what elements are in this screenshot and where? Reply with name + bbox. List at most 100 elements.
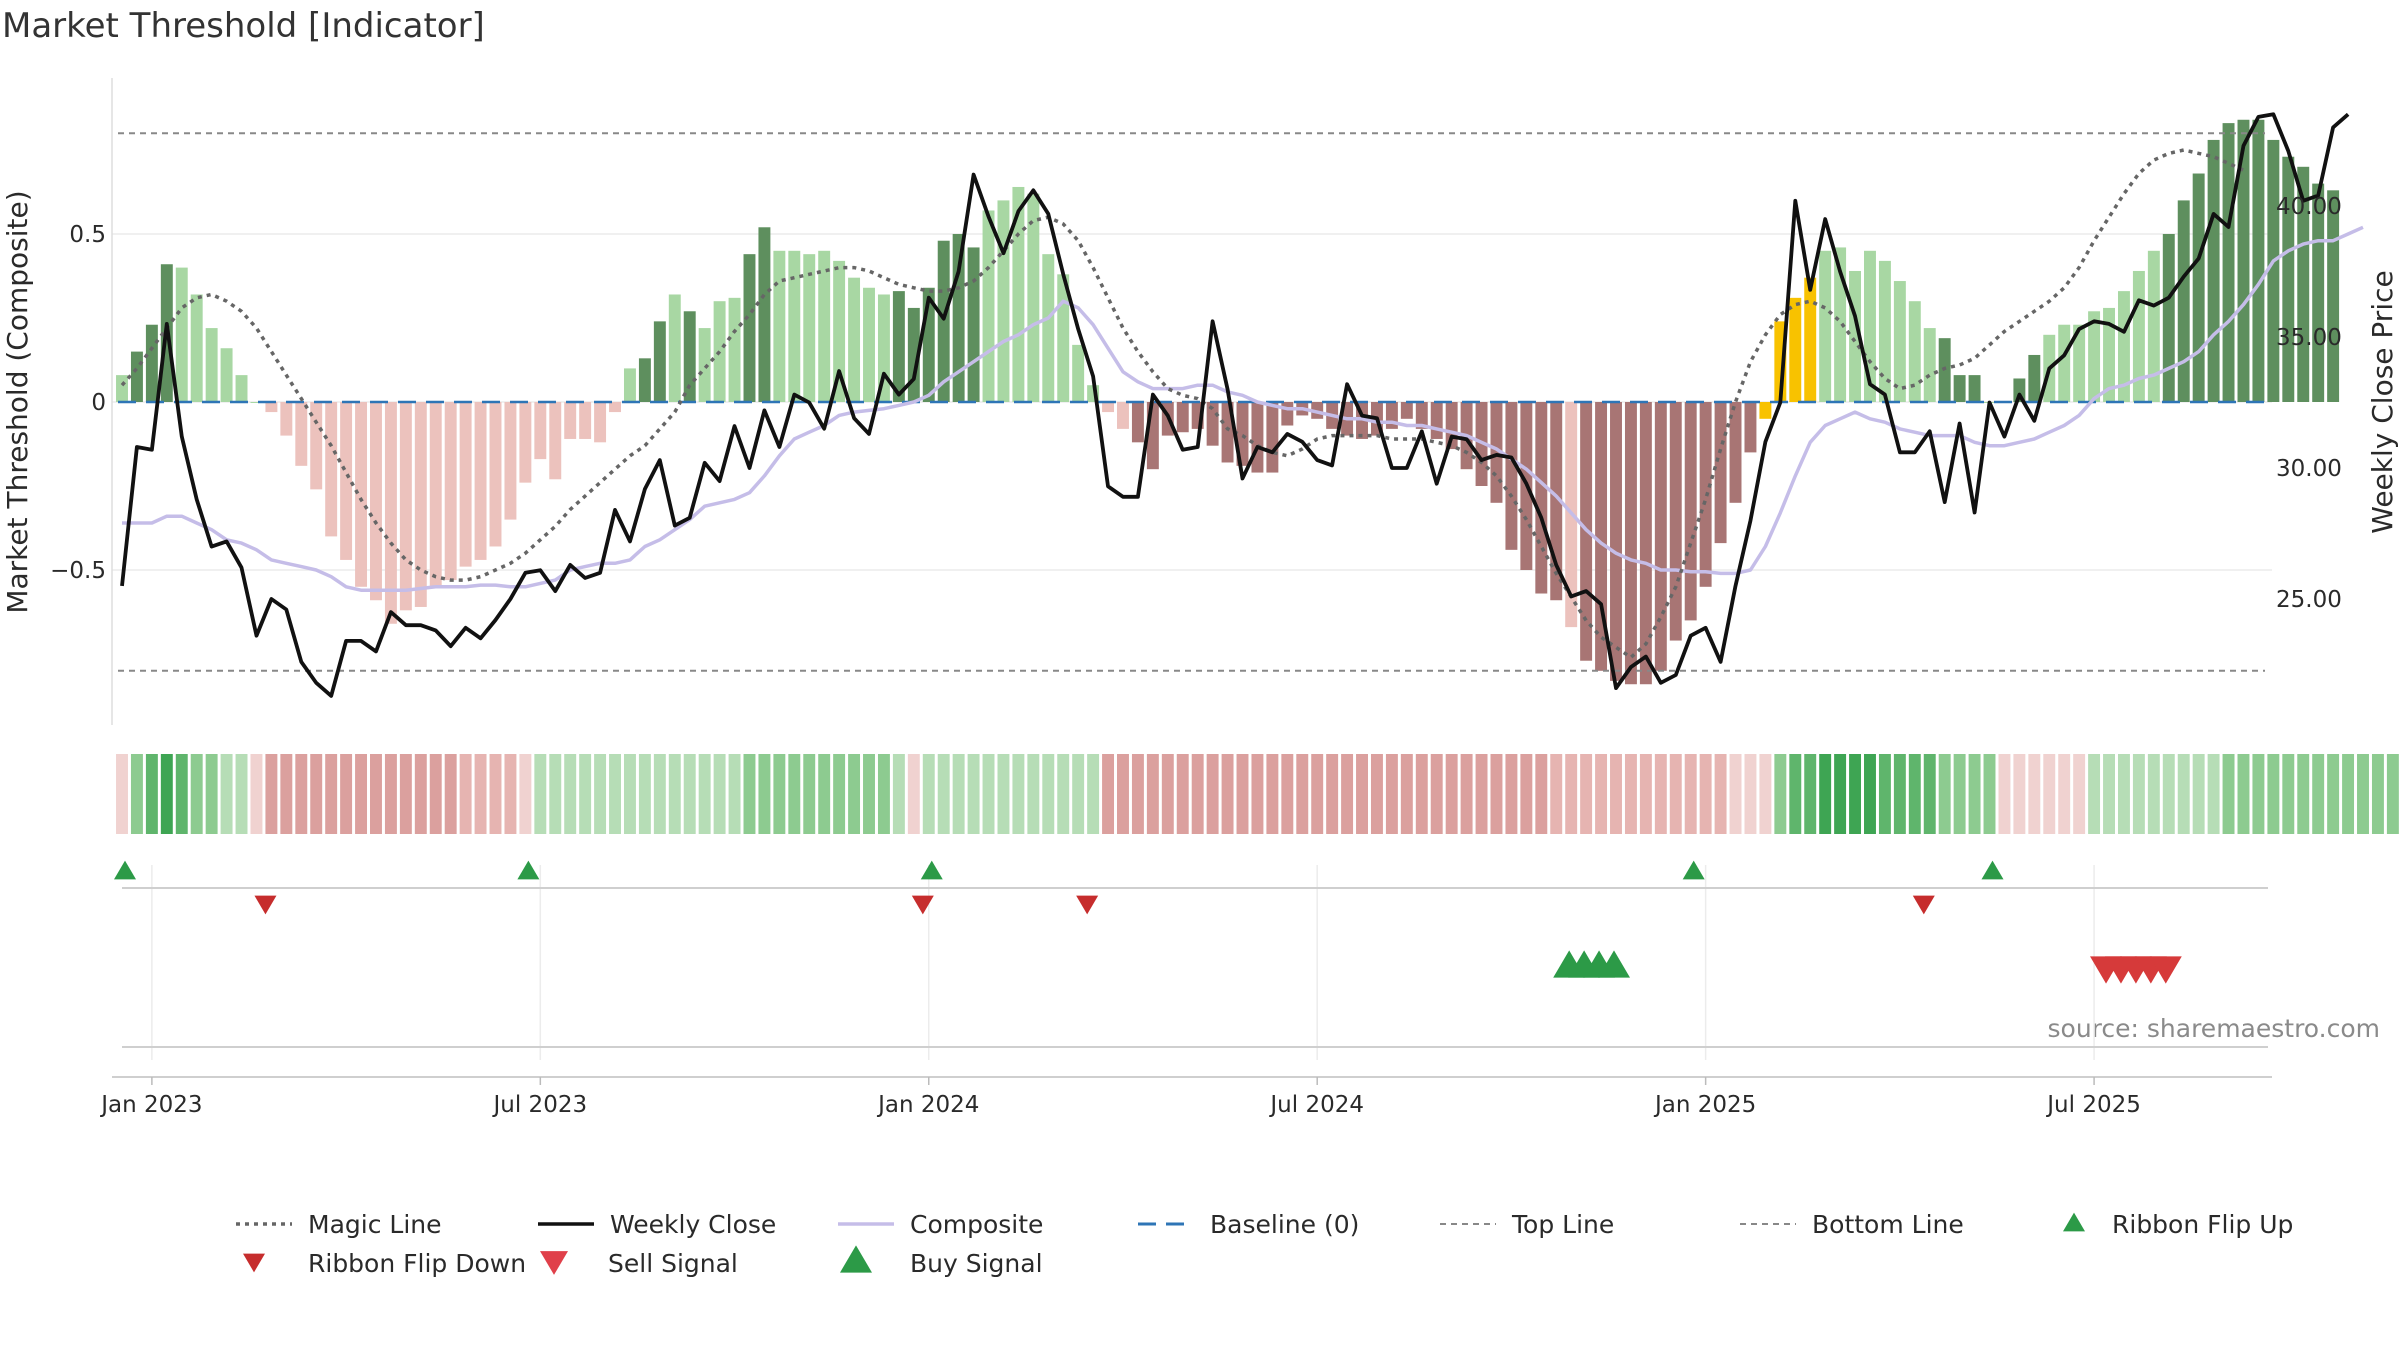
composite-bar: [2058, 324, 2071, 402]
legend-label: Ribbon Flip Down: [308, 1249, 526, 1278]
composite-bar: [1550, 402, 1563, 601]
magic-line: [120, 148, 2245, 660]
ribbon-cell: [1296, 754, 1309, 834]
ribbon-cell: [1266, 754, 1279, 834]
ribbon-cell: [310, 754, 323, 834]
ribbon-cell: [2207, 754, 2220, 834]
ribbon-cell: [1087, 754, 1100, 834]
ribbon-cell: [1161, 754, 1174, 834]
ribbon-cell: [295, 754, 308, 834]
y-left-tick-label: 0: [91, 390, 106, 416]
ribbon-cell: [1744, 754, 1757, 834]
ribbon-cell: [564, 754, 577, 834]
ribbon-cell: [1849, 754, 1862, 834]
composite-bar: [1968, 375, 1981, 402]
ribbon-cell: [1535, 754, 1548, 834]
composite-bar: [818, 250, 831, 402]
composite-bar: [2013, 378, 2026, 402]
ribbon-cell: [429, 754, 442, 834]
ribbon-cell: [160, 754, 173, 834]
ribbon-cell: [892, 754, 905, 834]
composite-bar: [2162, 234, 2175, 402]
composite-bar: [937, 240, 950, 402]
y-right-axis-title: Weekly Close Price: [2366, 270, 2399, 533]
ribbon-cell: [2297, 754, 2310, 834]
ribbon-cell: [1565, 754, 1578, 834]
composite-bar: [1012, 186, 1025, 402]
legend-swatch: [840, 1245, 872, 1273]
composite-bar: [2073, 324, 2086, 402]
ribbon-cell: [638, 754, 651, 834]
composite-bar: [2207, 139, 2220, 403]
axes-layer: 0.5 0 −0.5 40.00 35.00 30.00 25.00 Jan 2023 Jul …: [1, 78, 2399, 1118]
ribbon-cell: [1729, 754, 1742, 834]
ribbon-cell: [1759, 754, 1772, 834]
legend-label: Buy Signal: [910, 1249, 1043, 1278]
ribbon-cell: [1505, 754, 1518, 834]
ribbon-cell: [1490, 754, 1503, 834]
composite-bar: [220, 348, 233, 402]
ribbon-cell: [907, 754, 920, 834]
ribbon-cell: [1251, 754, 1264, 834]
composite-bar: [2177, 200, 2190, 402]
composite-bar: [922, 287, 935, 402]
ribbon-cell: [1699, 754, 1712, 834]
ribbon-cell: [1356, 754, 1368, 834]
ribbon-cell: [1878, 754, 1891, 834]
ribbon-cell: [145, 754, 158, 834]
ribbon-cell: [1475, 754, 1488, 834]
ribbon-cell: [1415, 754, 1428, 834]
ribbon-cell: [250, 754, 263, 834]
ribbon-cell: [1520, 754, 1533, 834]
legend-label: Bottom Line: [1812, 1210, 1964, 1239]
composite-bar: [638, 358, 651, 402]
legend-item: Top Line: [1440, 1210, 1614, 1239]
composite-bar: [1804, 277, 1817, 402]
composite-bar: [295, 402, 308, 466]
ribbon-cell: [190, 754, 203, 834]
legend-item: Composite: [838, 1210, 1043, 1239]
composite-bar: [1789, 297, 1802, 402]
ribbon-cell: [2058, 754, 2071, 834]
ribbon-cell: [653, 754, 666, 834]
composite-bar: [384, 402, 397, 624]
composite-bar: [116, 375, 128, 402]
ribbon-cell: [1370, 754, 1383, 834]
ribbon-cell: [2357, 754, 2369, 834]
y-right-tick-label: 25.00: [2276, 587, 2342, 613]
buy-signal-marker: [1598, 950, 1630, 978]
composite-bar: [1087, 385, 1100, 402]
source-credit: source: sharemaestro.com: [2047, 1014, 2381, 1043]
composite-bar: [623, 368, 636, 402]
ribbon-cell: [698, 754, 711, 834]
composite-bar: [579, 402, 592, 439]
composite-bar: [399, 402, 412, 611]
composite-bar: [1385, 402, 1398, 429]
ribbon-cell: [2252, 754, 2265, 834]
ribbon-cell: [982, 754, 995, 834]
legend-swatch: [540, 1251, 568, 1275]
composite-bar: [2192, 173, 2205, 402]
x-tick-label: Jan 2024: [876, 1092, 979, 1118]
ribbon-cell: [833, 754, 846, 834]
ribbon-cell: [1938, 754, 1951, 834]
ribbon-cell: [728, 754, 741, 834]
ribbon-cell: [519, 754, 532, 834]
composite-bar: [489, 402, 502, 547]
composite-bar: [235, 375, 248, 402]
composite-bar: [1774, 321, 1787, 402]
ribbon-cell: [280, 754, 293, 834]
ribbon-cell: [459, 754, 472, 834]
ribbon-flip-up-marker: [1682, 860, 1705, 880]
composite-bar: [1131, 402, 1144, 443]
ribbon-cell: [1610, 754, 1622, 834]
ribbon-cell: [220, 754, 233, 834]
composite-bar: [1176, 402, 1189, 433]
ribbon-cell: [130, 754, 143, 834]
composite-bar: [967, 247, 980, 402]
y-left-tick-label: 0.5: [69, 222, 106, 248]
ribbon-cell: [1131, 754, 1144, 834]
ribbon-cell: [863, 754, 875, 834]
ribbon-cell: [265, 754, 278, 834]
composite-bar: [2237, 119, 2250, 402]
